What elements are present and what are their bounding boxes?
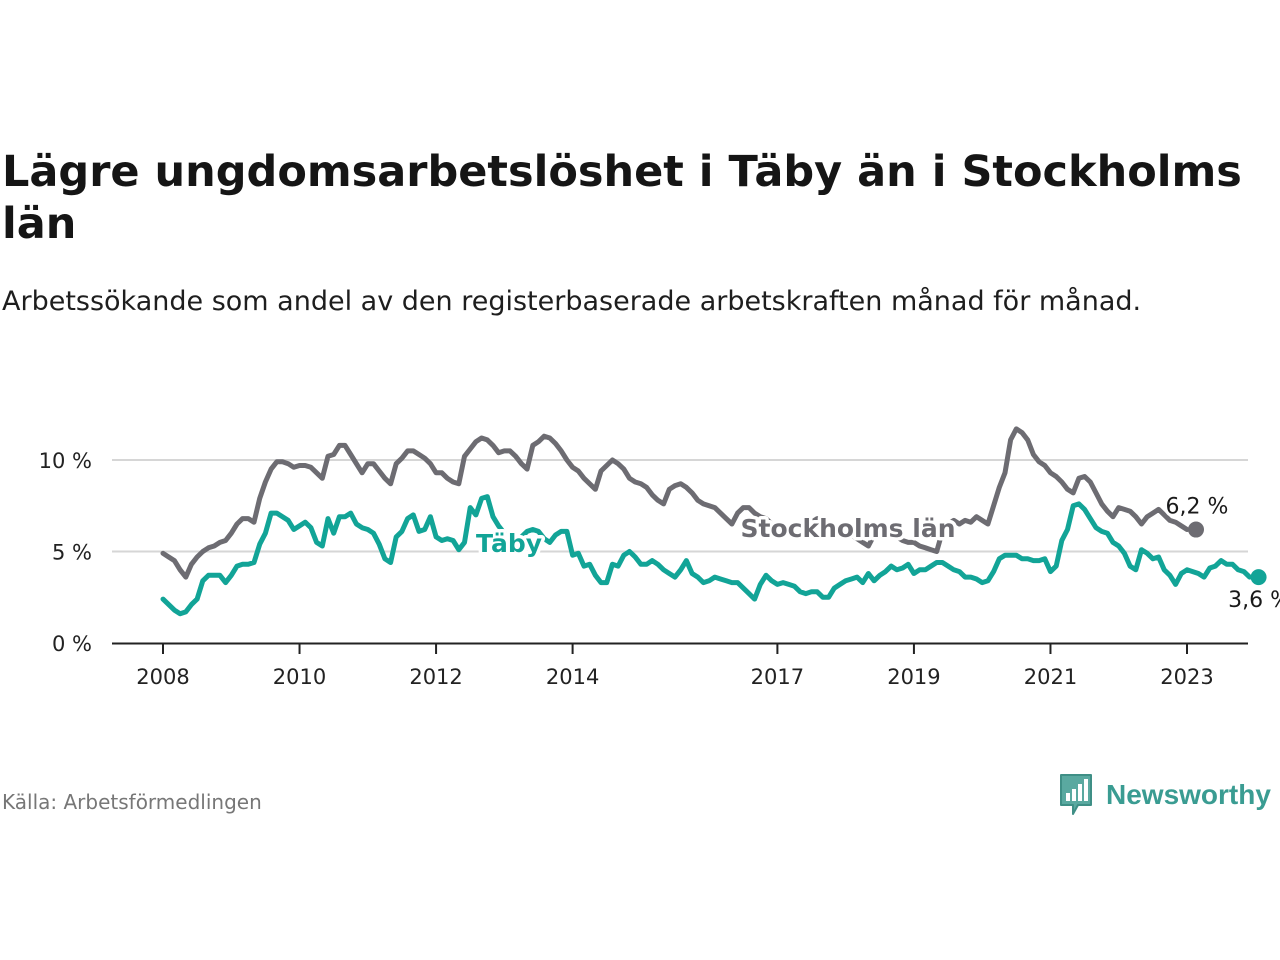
y-tick-label: 0 % <box>52 632 92 656</box>
x-tick-label: 2014 <box>546 665 599 689</box>
series-label-stockholms-lan: Stockholms län <box>741 514 956 543</box>
x-tick-label: 2021 <box>1024 665 1077 689</box>
y-tick-label: 5 % <box>52 541 92 565</box>
x-tick-label: 2008 <box>136 665 189 689</box>
end-point-taby <box>1250 569 1267 586</box>
series-line-stockholms-lan <box>160 426 1190 580</box>
x-tick-label: 2023 <box>1160 665 1213 689</box>
end-point-stockholms-lan <box>1188 521 1204 538</box>
x-tick-label: 2010 <box>273 665 326 689</box>
x-tick-label: 2012 <box>409 665 462 689</box>
end-value-label: 6,2 % <box>1166 495 1229 520</box>
y-tick-label: 10 % <box>39 449 92 473</box>
series-line-taby <box>160 494 1253 617</box>
x-tick-label: 2017 <box>751 665 804 689</box>
series-label-taby: Täby <box>476 529 542 558</box>
newsworthy-logo-icon <box>1060 774 1092 815</box>
end-value-label: 3,6 % <box>1228 588 1280 613</box>
brand-logo[interactable]: Newsworthy <box>1058 772 1271 818</box>
brand-name: Newsworthy <box>1106 779 1271 810</box>
x-tick-label: 2019 <box>887 665 940 689</box>
chart-subtitle: Arbetssökande som andel av den registerb… <box>2 286 1142 317</box>
source-note: Källa: Arbetsförmedlingen <box>2 790 262 814</box>
chart-title: Lägre ungdomsarbetslöshet i Täby än i St… <box>2 147 1242 249</box>
